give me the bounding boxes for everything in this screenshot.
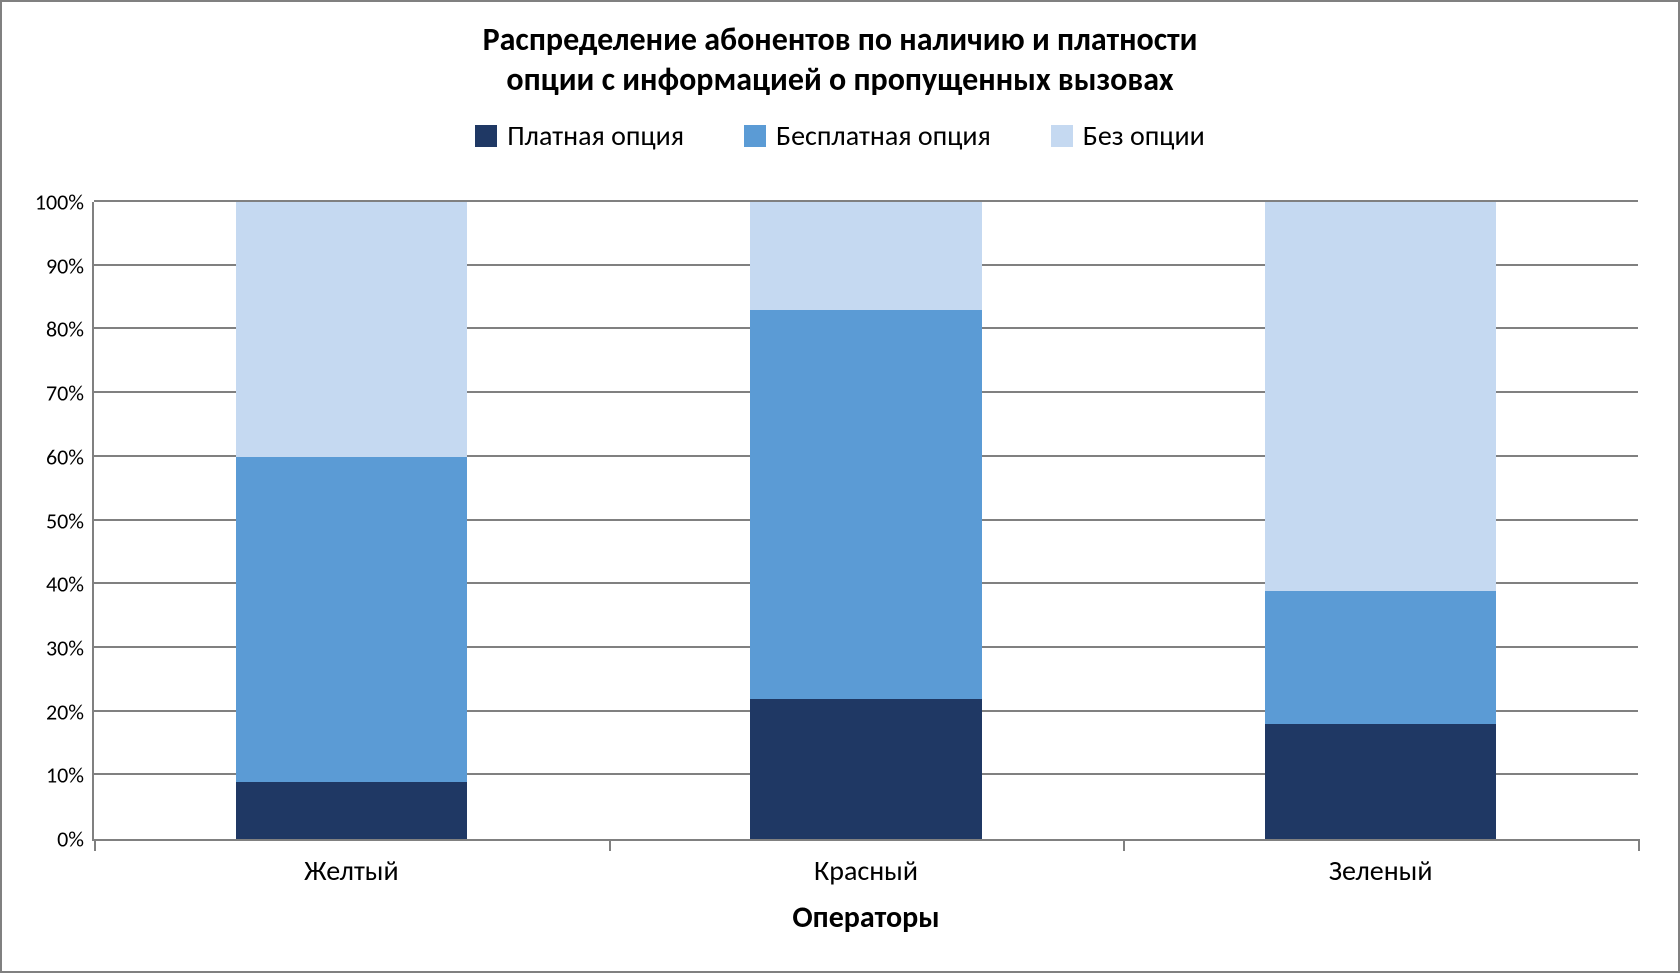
ytick-label: 40% (46, 571, 94, 598)
legend-label-none: Без опции (1083, 118, 1205, 153)
legend-label-paid: Платная опция (507, 118, 684, 153)
chart-title-line1: Распределение абонентов по наличию и пла… (483, 20, 1198, 59)
legend-item-none: Без опции (1051, 118, 1205, 153)
legend-item-free: Бесплатная опция (744, 118, 991, 153)
xtick-label: Зеленый (1329, 839, 1433, 888)
plot: Операторы 0%10%20%30%40%50%60%70%80%90%1… (92, 202, 1638, 841)
ytick-label: 70% (46, 380, 94, 407)
bar-segment-none (1265, 202, 1497, 591)
bar-segment-free (236, 457, 468, 782)
ytick-label: 90% (46, 252, 94, 279)
ytick-label: 50% (46, 507, 94, 534)
legend-label-free: Бесплатная опция (776, 118, 991, 153)
xtick-mark (1123, 839, 1125, 851)
ytick-label: 30% (46, 634, 94, 661)
xtick-mark (1638, 839, 1640, 851)
legend-item-paid: Платная опция (475, 118, 684, 153)
bar-segment-none (750, 202, 982, 310)
plot-area: Операторы 0%10%20%30%40%50%60%70%80%90%1… (92, 202, 1638, 841)
bar-segment-paid (236, 782, 468, 839)
ytick-label: 100% (35, 189, 94, 216)
legend-swatch-none (1051, 125, 1073, 147)
bar-segment-free (1265, 591, 1497, 725)
chart-title: Распределение абонентов по наличию и пла… (2, 20, 1678, 100)
bar (750, 202, 982, 839)
xtick-mark (609, 839, 611, 851)
chart-title-line2: опции с информацией о пропущенных вызова… (506, 60, 1173, 99)
legend-swatch-free (744, 125, 766, 147)
xtick-label: Красный (814, 839, 918, 888)
xtick-label: Желтый (304, 839, 398, 888)
legend: Платная опция Бесплатная опция Без опции (2, 118, 1678, 153)
ytick-label: 60% (46, 443, 94, 470)
legend-swatch-paid (475, 125, 497, 147)
ytick-label: 20% (46, 698, 94, 725)
bar-segment-paid (1265, 724, 1497, 839)
ytick-label: 0% (57, 826, 94, 853)
bar-segment-paid (750, 699, 982, 839)
xtick-mark (94, 839, 96, 851)
ytick-label: 80% (46, 316, 94, 343)
bar-segment-free (750, 310, 982, 699)
chart-frame: Распределение абонентов по наличию и пла… (0, 0, 1680, 973)
ytick-label: 10% (46, 762, 94, 789)
bar-segment-none (236, 202, 468, 457)
bar (1265, 202, 1497, 839)
bar (236, 202, 468, 839)
